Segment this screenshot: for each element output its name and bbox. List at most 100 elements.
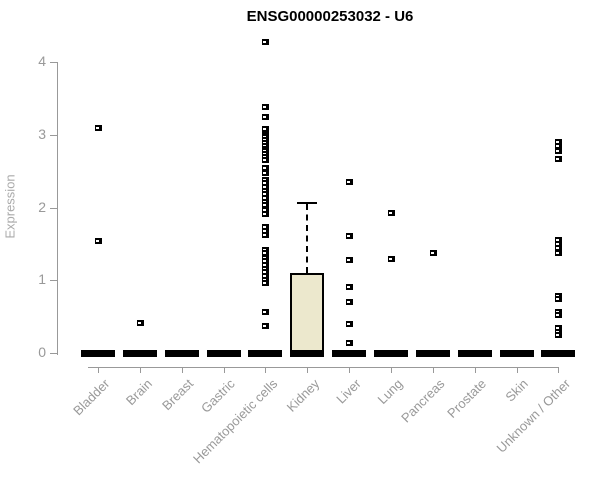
- outlier-point: [262, 113, 270, 120]
- outlier-point: [262, 309, 270, 316]
- outlier-point: [262, 249, 270, 256]
- outlier-point: [262, 157, 270, 164]
- x-axis-tick: [474, 367, 476, 373]
- box-whisker: [306, 204, 309, 273]
- box-median-bar: [541, 350, 576, 357]
- x-axis-tick: [391, 367, 393, 373]
- x-tick-label: Gastric: [198, 376, 239, 416]
- x-tick-label: Kidney: [283, 376, 322, 415]
- box-median-bar: [499, 350, 534, 357]
- outlier-point: [262, 265, 270, 272]
- box-median-bar: [332, 350, 367, 357]
- outlier-point: [555, 155, 563, 162]
- y-tick-label: 0: [38, 344, 46, 360]
- y-axis-line: [57, 62, 58, 355]
- box-median-bar: [81, 350, 115, 357]
- outlier-point: [262, 276, 270, 283]
- x-axis-tick: [223, 367, 225, 373]
- y-tick-label: 4: [38, 53, 46, 69]
- x-axis-tick: [181, 367, 183, 373]
- outlier-point: [262, 39, 270, 46]
- outlier-point: [262, 224, 270, 231]
- box-whisker-cap: [297, 202, 318, 205]
- outlier-point: [262, 180, 270, 187]
- x-tick-label: Brain: [122, 376, 155, 409]
- outlier-point: [136, 320, 144, 327]
- outlier-point: [262, 176, 270, 183]
- outlier-point: [555, 312, 563, 319]
- y-axis-tick: [50, 62, 57, 63]
- outlier-point: [262, 165, 270, 172]
- x-tick-label: Lung: [374, 376, 406, 408]
- outlier-point: [262, 261, 270, 268]
- x-axis-tick: [98, 367, 99, 373]
- outlier-point: [555, 240, 563, 247]
- x-tick-label: Prostate: [444, 376, 490, 421]
- outlier-point: [346, 179, 354, 186]
- x-axis-tick: [307, 367, 309, 373]
- y-tick-label: 3: [38, 125, 46, 142]
- outlier-point: [555, 139, 563, 146]
- box-median-bar: [374, 350, 409, 357]
- y-axis-tick: [50, 134, 57, 136]
- box-median-bar: [457, 350, 492, 357]
- outlier-point: [555, 331, 563, 338]
- x-tick-label: Liver: [333, 376, 364, 407]
- x-axis-tick: [349, 367, 351, 373]
- x-axis-tick: [139, 367, 141, 373]
- box-body: [290, 272, 325, 353]
- x-axis-tick: [516, 367, 518, 373]
- outlier-point: [346, 339, 354, 346]
- outlier-point: [346, 299, 354, 306]
- y-tick-label: 1: [38, 271, 46, 288]
- x-axis-tick: [432, 367, 434, 373]
- outlier-point: [262, 187, 270, 194]
- outlier-point: [555, 143, 563, 150]
- outlier-point: [262, 232, 270, 239]
- outlier-point: [262, 211, 270, 218]
- outlier-point: [429, 250, 437, 257]
- outlier-point: [555, 296, 563, 303]
- outlier-point: [262, 227, 270, 234]
- outlier-point: [262, 258, 270, 265]
- box-median-bar: [206, 350, 241, 357]
- outlier-point: [346, 283, 354, 290]
- outlier-point: [262, 125, 270, 132]
- outlier-point: [95, 125, 102, 132]
- x-tick-label: Skin: [502, 376, 532, 405]
- y-axis-tick: [50, 353, 57, 354]
- outlier-point: [262, 323, 270, 330]
- outlier-point: [346, 232, 354, 239]
- x-tick-label: Unknown / Other: [493, 376, 574, 456]
- outlier-point: [388, 210, 396, 217]
- y-tick-label: 2: [38, 198, 46, 215]
- x-tick-label: Breast: [159, 376, 197, 414]
- x-axis-line: [88, 367, 559, 368]
- outlier-point: [555, 236, 563, 243]
- outlier-point: [388, 256, 396, 263]
- chart-title: ENSG00000253032 - U6: [246, 8, 414, 25]
- outlier-point: [262, 191, 270, 198]
- box-median-bar: [122, 350, 157, 357]
- box-median-bar: [164, 350, 199, 357]
- x-tick-label: Pancreas: [398, 376, 448, 426]
- outlier-point: [555, 249, 563, 256]
- outlier-point: [262, 184, 270, 191]
- box-median-bar: [415, 350, 450, 357]
- outlier-point: [262, 272, 270, 279]
- x-tick-label: Bladder: [70, 376, 113, 419]
- outlier-point: [262, 169, 270, 176]
- outlier-point: [262, 202, 270, 209]
- outlier-point: [555, 325, 563, 332]
- y-axis-tick: [50, 207, 57, 209]
- box-median-bar: [248, 350, 283, 357]
- outlier-point: [95, 237, 102, 244]
- x-tick-label: Hematopoietic cells: [189, 376, 281, 467]
- outlier-point: [346, 320, 354, 327]
- outlier-point: [262, 206, 270, 213]
- outlier-point: [262, 195, 270, 202]
- outlier-point: [262, 254, 270, 261]
- outlier-point: [262, 269, 270, 276]
